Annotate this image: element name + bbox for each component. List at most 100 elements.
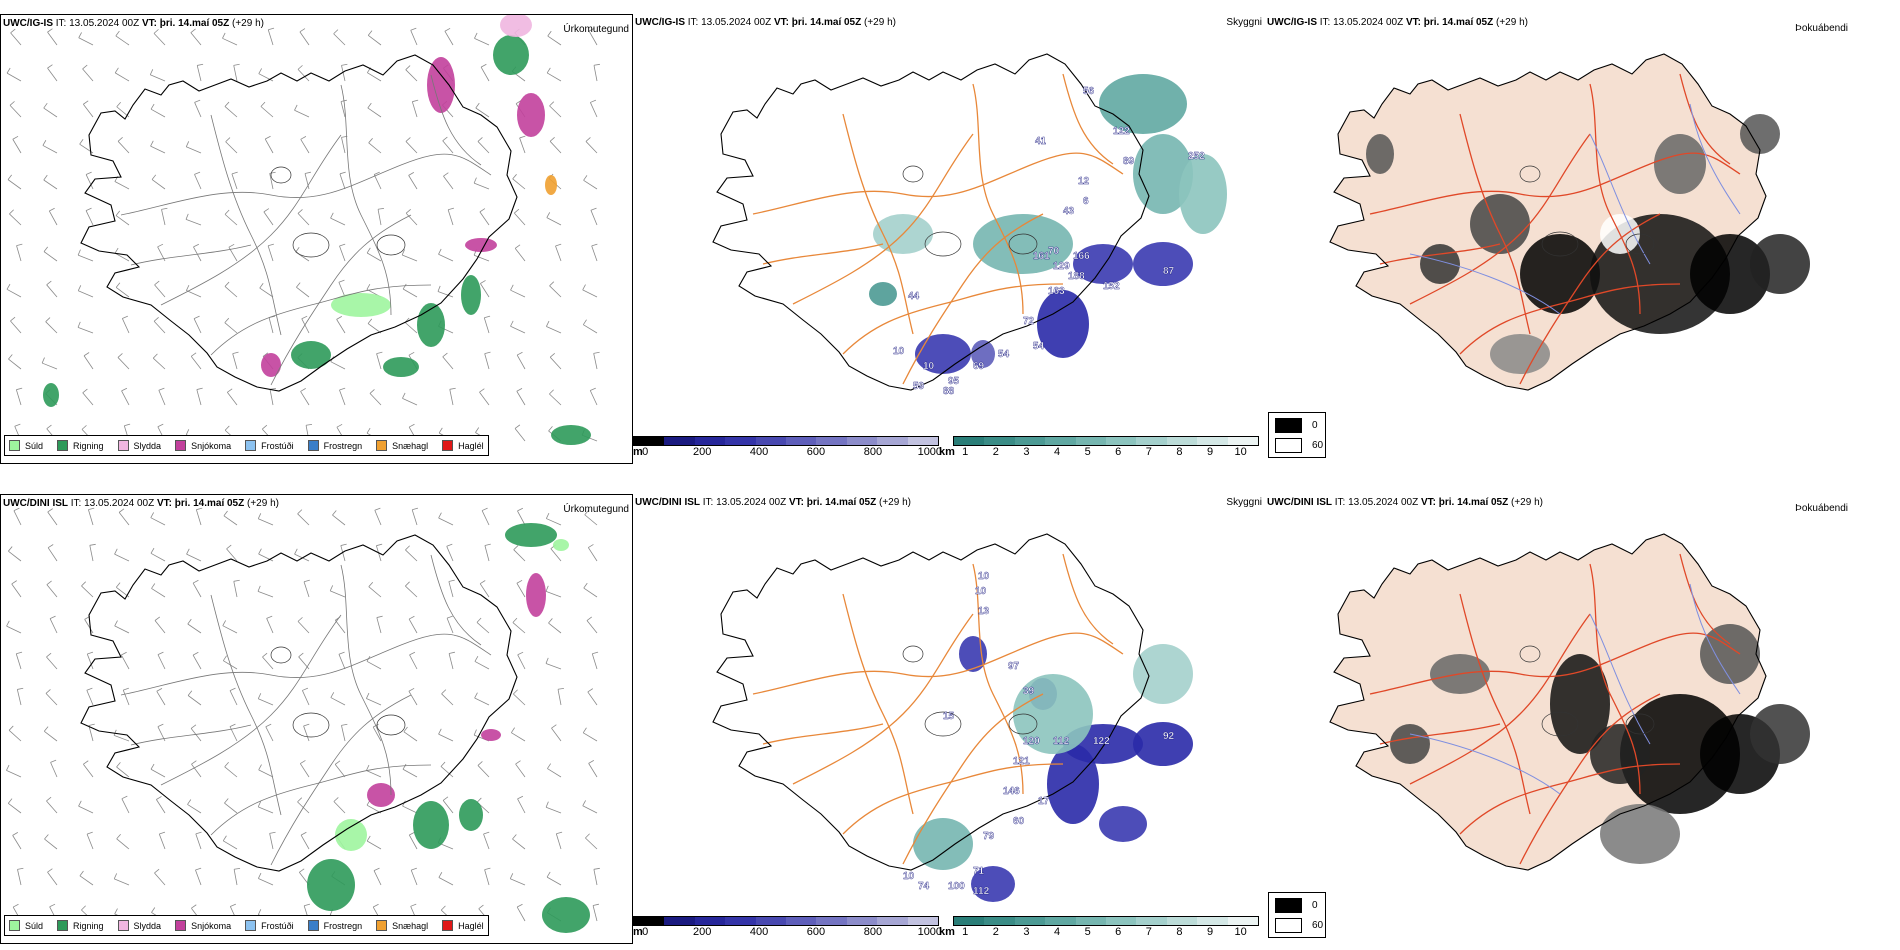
wind-barb [258, 73, 274, 82]
wind-barb-feather [150, 103, 155, 110]
wind-barb-feather [154, 280, 160, 286]
wind-barb-feather [546, 871, 551, 878]
wind-barb-feather [262, 424, 268, 430]
wind-barb [512, 622, 526, 634]
wind-barb [515, 763, 526, 778]
wind-barb-feather [297, 617, 303, 622]
wind-barb-feather [265, 135, 271, 140]
wind-barb-feather [297, 509, 303, 515]
wind-barb [440, 766, 454, 778]
colorbar-segment [755, 437, 787, 445]
it-label: IT: [702, 497, 714, 508]
wind-barb-feather [46, 652, 52, 658]
wind-barb-feather [299, 868, 305, 873]
wind-barb-feather [50, 759, 57, 763]
tick-label: 4 [1053, 926, 1061, 938]
tick-label: 800 [863, 446, 883, 458]
colorbar-segment [1197, 917, 1228, 925]
wind-barb [373, 870, 382, 886]
wind-barb-feather [197, 63, 204, 66]
wind-barb-feather [448, 651, 456, 654]
model-name: UWC/DINI ISL [635, 497, 700, 508]
road [1062, 73, 1114, 165]
wind-barb-feather [224, 101, 230, 107]
wind-barb [374, 510, 382, 526]
wind-barb-feather [46, 424, 52, 430]
legend-item: Snjókoma [175, 440, 231, 451]
wind-barb-feather [8, 354, 13, 360]
wind-barb [546, 326, 562, 334]
wind-barb [330, 590, 346, 598]
wind-barb [263, 211, 274, 226]
wind-barb-feather [408, 351, 415, 356]
wind-barb-feather [516, 351, 523, 356]
wind-barb-feather [157, 651, 164, 655]
wind-barb [269, 389, 274, 406]
wind-barb-feather [269, 831, 276, 834]
wind-barb-feather [228, 243, 235, 248]
legend-swatch [307, 920, 319, 931]
fog-legend-row: 0 [1275, 418, 1318, 433]
visibility-label: 59 [913, 381, 925, 392]
road [842, 113, 914, 335]
wind-barb [372, 726, 382, 742]
wind-barb [411, 101, 418, 118]
wind-barb-feather [366, 284, 371, 290]
wind-barb [224, 286, 238, 298]
wind-barb [330, 361, 346, 370]
wind-barb-feather [583, 582, 588, 589]
wind-barb-feather [336, 316, 343, 320]
wind-barb [300, 391, 310, 406]
wind-barb [86, 653, 94, 670]
wind-barb-feather [294, 548, 298, 555]
wind-barb-feather [509, 873, 514, 879]
it-value: 13.05.2024 00Z [84, 498, 155, 509]
visibility-label: 87 [1163, 266, 1175, 277]
legend-label: Snjókoma [191, 920, 232, 931]
wind-barb-feather [304, 903, 311, 907]
wind-barb-feather [410, 27, 417, 31]
wind-barb [85, 210, 94, 226]
wind-barb-feather [158, 387, 165, 391]
wind-barb-feather [549, 352, 555, 358]
visibility-label: 10 [923, 361, 935, 372]
wind-barb-feather [475, 102, 480, 109]
road [1409, 613, 1591, 785]
wind-barb-feather [17, 867, 24, 870]
colorbar-segment [1075, 437, 1107, 445]
wind-barb-feather [303, 579, 310, 583]
road [160, 614, 342, 786]
wind-barb-feather [582, 319, 587, 325]
wind-barb [8, 550, 22, 562]
wind-barb-feather [477, 137, 483, 142]
precip-area [383, 357, 419, 377]
road [130, 244, 252, 266]
wind-barb-feather [43, 726, 49, 732]
wind-barb [88, 509, 94, 526]
visibility-label: 161 [1033, 251, 1050, 262]
wind-barb [224, 766, 238, 778]
wind-barb-feather [186, 284, 190, 291]
wind-barb [338, 654, 346, 670]
wind-barb [480, 66, 490, 82]
wind-barb [9, 105, 22, 118]
wind-barb [121, 390, 130, 406]
wind-barb [193, 318, 202, 334]
wind-barb-feather [186, 548, 190, 555]
wind-barb [583, 179, 598, 190]
precip-area [427, 57, 455, 113]
wind-barb [195, 509, 202, 526]
wind-barb-feather [46, 580, 52, 585]
wind-barb [303, 581, 310, 598]
visibility-colorbar-km [953, 436, 1259, 446]
wind-barb-feather [545, 657, 549, 664]
wind-barb-feather [191, 352, 197, 357]
tick-label: 800 [863, 926, 883, 938]
visibility-area [1037, 290, 1089, 358]
wind-barb [409, 654, 418, 670]
wind-barb [549, 105, 562, 118]
wind-barb-feather [408, 423, 415, 428]
wind-barb [548, 622, 562, 634]
fog-legend-label: 60 [1312, 440, 1324, 451]
wind-barb-feather [86, 831, 93, 835]
